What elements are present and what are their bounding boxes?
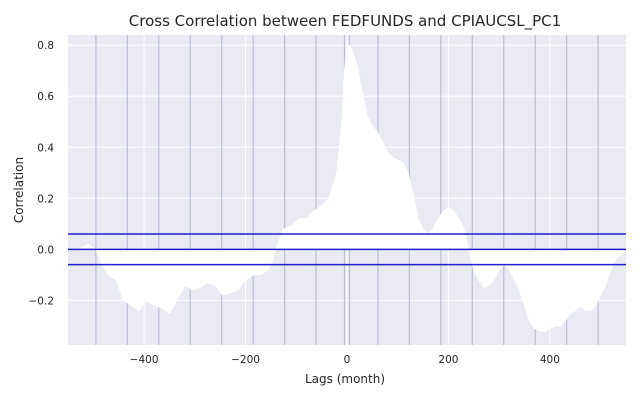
x-tick-label: −200 [231, 354, 260, 366]
x-tick-label: 200 [438, 354, 458, 366]
chart-title: Cross Correlation between FEDFUNDS and C… [129, 12, 561, 31]
y-tick-label: 0.4 [37, 142, 54, 154]
y-tick-label: −0.2 [29, 295, 55, 307]
x-tick-label: −400 [130, 354, 159, 366]
y-tick-label: 0.8 [37, 40, 54, 52]
x-axis-label: Lags (month) [305, 372, 385, 386]
y-tick-label: 0.6 [37, 91, 54, 103]
x-tick-labels: −400 −200 0 200 400 [130, 354, 560, 366]
y-tick-label: 0.2 [37, 193, 54, 205]
x-tick-label: 0 [344, 354, 351, 366]
x-tick-label: 400 [540, 354, 560, 366]
confidence-lines [68, 233, 626, 266]
y-axis-label: Correlation [12, 157, 26, 223]
correlation-area [67, 44, 627, 332]
correlation-series [67, 44, 627, 332]
y-tick-labels: −0.2 0.0 0.2 0.4 0.6 0.8 [29, 40, 55, 307]
y-tick-label: 0.0 [37, 244, 54, 256]
